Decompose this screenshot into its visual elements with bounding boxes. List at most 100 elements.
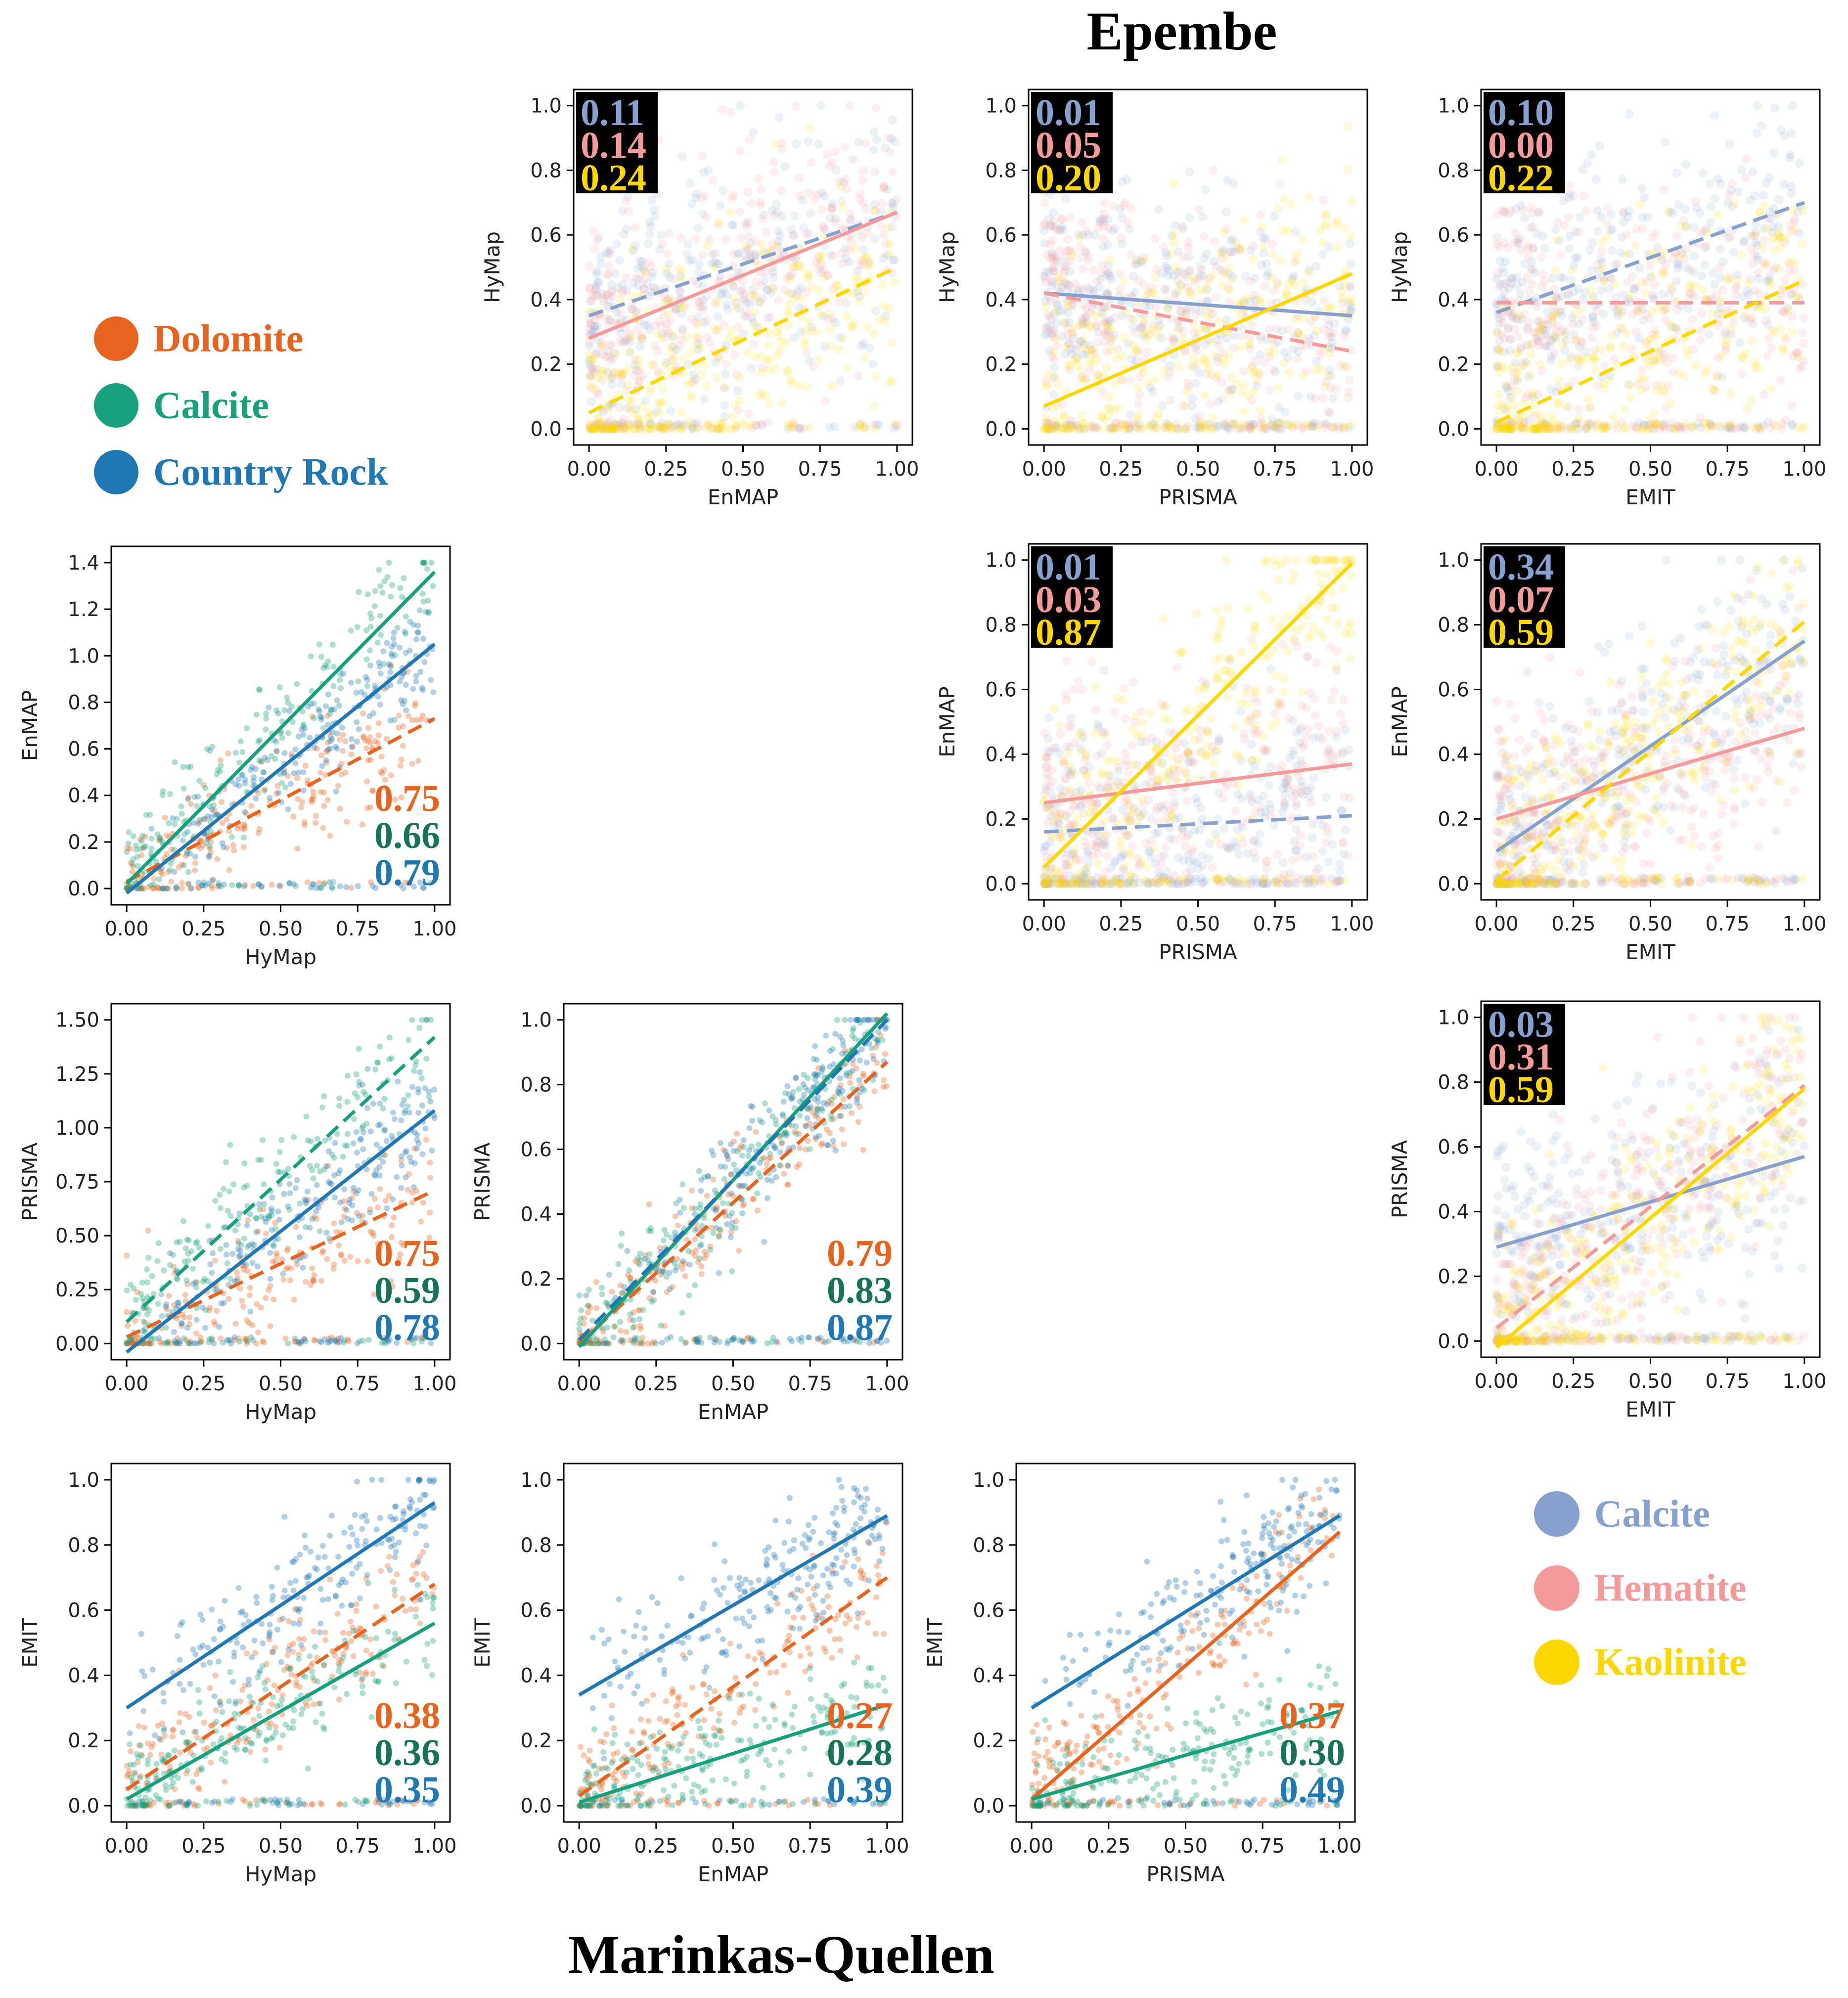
point-epembe-prisma-hymap-0-26	[1049, 373, 1059, 382]
point-epembe-enmap-hymap-0-326	[796, 328, 805, 337]
point-marinkas-hymap-enmap-2-124	[171, 869, 178, 875]
point-marinkas-hymap-enmap-0-46	[273, 748, 280, 755]
point-epembe-enmap-hymap-2-215	[826, 324, 835, 334]
point-epembe-prisma-hymap-2-288	[1258, 423, 1267, 433]
point-epembe-prisma-hymap-0-107	[1169, 271, 1178, 280]
point-epembe-prisma-hymap-0-291	[1057, 222, 1067, 232]
point-marinkas-hymap-enmap-0-117	[139, 871, 145, 877]
point-epembe-enmap-hymap-0-275	[723, 305, 732, 314]
point-epembe-enmap-hymap-1-7	[659, 311, 668, 320]
point-epembe-enmap-hymap-1-309	[826, 203, 836, 213]
point-epembe-prisma-hymap-2-296	[1133, 257, 1142, 266]
point-marinkas-hymap-enmap-1-150	[171, 821, 178, 827]
point-epembe-prisma-hymap-1-287	[1183, 243, 1193, 253]
point-epembe-emit-hymap-0-359	[1710, 111, 1719, 120]
point-epembe-enmap-hymap-0-359	[634, 281, 643, 291]
point-epembe-prisma-hymap-1-16	[1040, 277, 1050, 287]
point-epembe-emit-hymap-1-248	[1513, 315, 1522, 324]
point-epembe-emit-hymap-2-217	[1514, 415, 1523, 425]
point-epembe-prisma-hymap-0-0	[1064, 308, 1073, 317]
x-tick-label-epembe-enmap-hymap-4: 1.00	[875, 458, 919, 481]
point-epembe-emit-hymap-0-41	[1541, 325, 1551, 335]
point-epembe-emit-hymap-2-254	[1495, 346, 1504, 355]
point-epembe-enmap-hymap-2-341	[797, 294, 806, 303]
point-epembe-enmap-hymap-0-52	[676, 271, 685, 281]
point-epembe-prisma-enmap-0-73	[1309, 774, 1318, 783]
point-epembe-prisma-hymap-1-248	[1205, 273, 1214, 283]
point-epembe-enmap-hymap-2-230	[615, 367, 624, 377]
point-epembe-prisma-enmap-1-279	[1292, 798, 1301, 807]
point-marinkas-hymap-enmap-2-178	[364, 677, 370, 683]
point-epembe-prisma-hymap-2-184	[1320, 211, 1330, 220]
point-epembe-prisma-hymap-0-48	[1194, 368, 1204, 378]
point-epembe-emit-hymap-2-243	[1602, 232, 1611, 241]
point-epembe-prisma-hymap-2-12	[1268, 250, 1277, 259]
point-epembe-emit-hymap-1-236	[1507, 381, 1516, 391]
point-epembe-enmap-hymap-0-46	[640, 320, 649, 330]
point-epembe-enmap-hymap-1-145	[777, 138, 786, 148]
point-epembe-prisma-hymap-0-201	[1198, 271, 1208, 281]
point-marinkas-hymap-enmap-1-126	[256, 757, 263, 763]
point-epembe-emit-hymap-1-134	[1737, 369, 1747, 378]
point-epembe-prisma-hymap-2-85	[1278, 226, 1288, 235]
point-epembe-enmap-hymap-1-217	[879, 184, 888, 193]
point-epembe-emit-hymap-0-130	[1770, 103, 1779, 113]
point-epembe-enmap-hymap-0-350	[763, 313, 772, 322]
point-epembe-enmap-hymap-0-303	[635, 342, 644, 351]
point-epembe-emit-hymap-1-113	[1579, 191, 1588, 200]
point-epembe-emit-hymap-1-298	[1730, 290, 1740, 300]
point-epembe-emit-hymap-0-170	[1551, 293, 1560, 302]
point-marinkas-hymap-enmap-2-111	[354, 719, 360, 725]
point-epembe-enmap-hymap-1-290	[697, 151, 707, 161]
point-epembe-emit-hymap-0-89	[1542, 319, 1552, 329]
point-epembe-emit-hymap-2-317	[1500, 420, 1510, 429]
point-epembe-emit-hymap-1-10	[1641, 383, 1651, 392]
point-epembe-enmap-hymap-2-271	[644, 407, 653, 417]
point-epembe-prisma-hymap-2-279	[1098, 309, 1107, 318]
point-epembe-prisma-hymap-2-255	[1090, 311, 1100, 320]
point-epembe-prisma-hymap-2-11	[1321, 220, 1330, 229]
point-marinkas-hymap-enmap-0-207	[378, 754, 385, 760]
point-epembe-emit-hymap-1-283	[1578, 339, 1587, 348]
point-epembe-prisma-hymap-1-55	[1072, 341, 1082, 350]
point-epembe-prisma-hymap-1-73	[1246, 422, 1255, 432]
point-marinkas-hymap-enmap-2-66	[403, 682, 409, 688]
point-epembe-enmap-hymap-1-72	[586, 421, 595, 430]
point-epembe-prisma-hymap-2-219	[1149, 424, 1158, 434]
point-epembe-enmap-hymap-0-179	[619, 229, 628, 239]
point-epembe-enmap-hymap-2-302	[648, 424, 657, 434]
point-epembe-emit-hymap-2-196	[1766, 281, 1776, 290]
point-epembe-emit-hymap-1-237	[1797, 279, 1806, 289]
point-epembe-enmap-hymap-1-339	[731, 423, 741, 433]
point-marinkas-hymap-enmap-0-157	[135, 886, 142, 892]
point-epembe-emit-hymap-2-179	[1531, 422, 1540, 431]
point-epembe-emit-hymap-2-149	[1779, 346, 1788, 355]
point-epembe-emit-hymap-2-197	[1724, 276, 1733, 285]
point-epembe-emit-hymap-2-259	[1504, 424, 1513, 433]
point-epembe-enmap-hymap-2-116	[615, 295, 625, 305]
point-epembe-enmap-hymap-2-55	[816, 256, 825, 265]
point-epembe-emit-hymap-2-157	[1593, 419, 1603, 428]
point-epembe-emit-hymap-2-172	[1654, 349, 1663, 358]
point-epembe-enmap-hymap-0-94	[733, 250, 743, 259]
point-epembe-emit-hymap-2-9	[1647, 335, 1656, 344]
point-epembe-enmap-hymap-2-180	[594, 424, 604, 434]
point-epembe-emit-hymap-0-108	[1522, 341, 1532, 350]
point-epembe-prisma-hymap-0-88	[1225, 424, 1235, 434]
point-marinkas-hymap-enmap-0-223	[348, 885, 355, 891]
point-epembe-emit-hymap-1-104	[1627, 272, 1637, 281]
point-epembe-prisma-hymap-0-110	[1185, 213, 1194, 222]
point-epembe-enmap-hymap-2-170	[691, 424, 701, 434]
point-epembe-emit-hymap-0-172	[1511, 204, 1521, 214]
point-epembe-prisma-hymap-1-160	[1324, 332, 1334, 342]
point-epembe-emit-hymap-0-256	[1742, 286, 1752, 296]
point-epembe-emit-hymap-0-325	[1689, 267, 1699, 277]
point-epembe-enmap-hymap-0-327	[590, 322, 599, 331]
point-marinkas-hymap-enmap-2-175	[262, 755, 268, 761]
point-epembe-enmap-hymap-2-14	[838, 203, 847, 212]
point-epembe-prisma-hymap-2-136	[1150, 272, 1160, 281]
point-epembe-prisma-hymap-2-135	[1161, 424, 1171, 434]
point-epembe-prisma-enmap-1-105	[1119, 684, 1128, 694]
point-epembe-prisma-hymap-0-64	[1233, 243, 1242, 253]
point-epembe-emit-hymap-0-269	[1715, 273, 1725, 282]
